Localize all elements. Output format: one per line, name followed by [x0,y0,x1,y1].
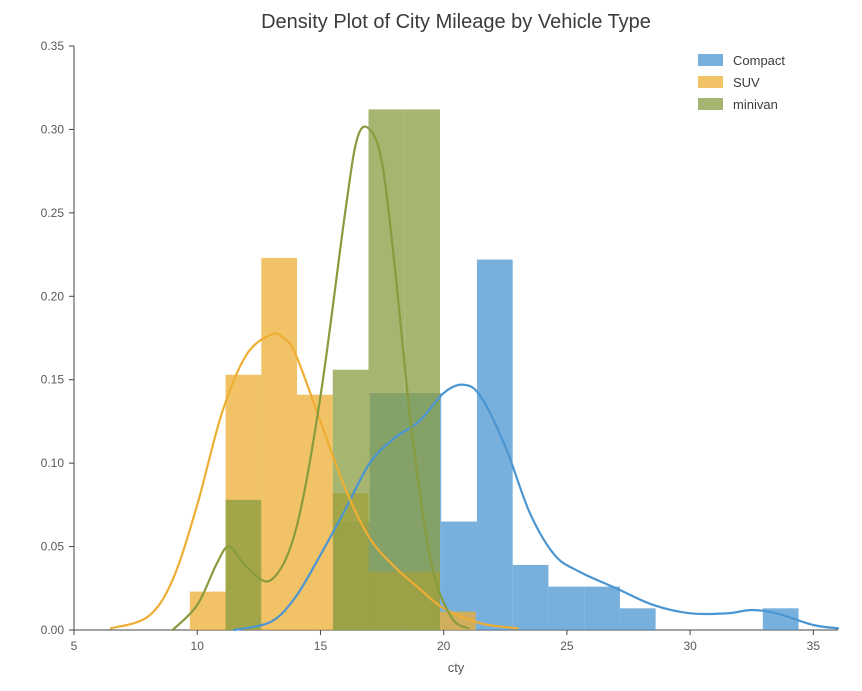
hist-bar-compact [584,587,620,630]
x-tick-label: 15 [314,639,328,653]
legend-patch-minivan [698,98,723,110]
hist-bar-compact [620,608,656,630]
density-plot-chart: Density Plot of City Mileage by Vehicle … [0,0,862,691]
chart-svg: Density Plot of City Mileage by Vehicle … [0,0,862,691]
y-tick-label: 0.25 [41,206,65,220]
x-tick-label: 10 [191,639,205,653]
hist-bar-minivan [404,109,440,630]
legend-patch-compact [698,54,723,66]
x-tick-label: 20 [437,639,451,653]
hist-bar-suv [261,258,297,630]
legend-label-compact: Compact [733,53,785,68]
y-tick-label: 0.00 [41,623,65,637]
x-tick-label: 25 [560,639,574,653]
hist-bar-suv [190,592,226,630]
legend-patch-suv [698,76,723,88]
x-tick-label: 5 [71,639,78,653]
x-tick-label: 35 [807,639,821,653]
legend-label-minivan: minivan [733,97,778,112]
y-tick-label: 0.15 [41,373,65,387]
y-tick-label: 0.35 [41,39,65,53]
hist-bar-compact [513,565,549,630]
x-axis-label: cty [448,660,465,675]
y-tick-label: 0.10 [41,456,65,470]
chart-title: Density Plot of City Mileage by Vehicle … [261,11,651,33]
y-tick-label: 0.05 [41,540,65,554]
legend-label-suv: SUV [733,75,760,90]
hist-bar-compact [548,587,584,630]
x-tick-label: 30 [683,639,697,653]
y-tick-label: 0.30 [41,122,65,136]
y-tick-label: 0.20 [41,289,65,303]
hist-bar-compact [477,260,513,630]
